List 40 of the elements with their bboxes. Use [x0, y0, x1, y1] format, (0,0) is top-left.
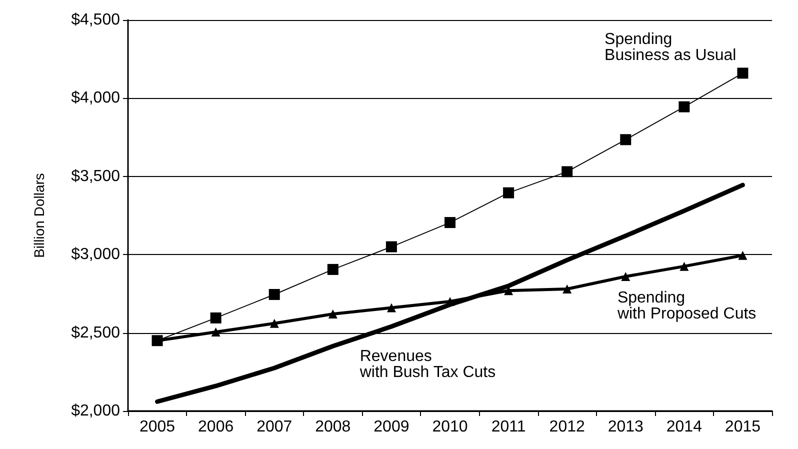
point — [327, 264, 338, 275]
series-label: Spending Business as Usual — [604, 31, 736, 64]
point — [328, 310, 338, 319]
point — [270, 318, 279, 328]
point — [678, 101, 690, 112]
x-tick-label: 2015 — [724, 418, 761, 436]
point — [620, 134, 632, 146]
point — [737, 68, 748, 79]
y-tick-label: $3,000 — [71, 246, 120, 264]
x-tick-label: 2007 — [256, 418, 292, 436]
x-tick-label: 2005 — [139, 418, 176, 436]
point — [268, 288, 280, 300]
series-label: Revenues with Bush Tax Cuts — [358, 348, 496, 381]
point — [562, 166, 573, 178]
point — [446, 297, 454, 306]
point — [444, 217, 456, 228]
series-label: Spending with Proposed Cuts — [616, 289, 756, 322]
point — [386, 303, 396, 312]
y-tick-label: $4,500 — [71, 12, 120, 28]
x-tick-label: 2014 — [666, 418, 702, 436]
x-tick-label: 2012 — [549, 418, 585, 436]
y-tick-label: $2,500 — [71, 324, 120, 342]
x-tick-label: 2011 — [491, 418, 526, 436]
y-tick-label: $4,000 — [71, 90, 120, 107]
x-tick-label: 2008 — [315, 418, 351, 436]
x-tick-label: 2013 — [608, 418, 644, 436]
y-tick-label: $3,500 — [71, 168, 120, 185]
y-axis-title: Billion Dollars — [31, 173, 47, 258]
x-tick-label: 2009 — [374, 418, 410, 436]
point — [503, 187, 514, 198]
point — [210, 312, 222, 324]
y-tick-label: $2,000 — [71, 402, 120, 420]
point — [211, 328, 220, 337]
point — [621, 272, 630, 281]
point — [386, 241, 397, 252]
x-tick-label: 2006 — [198, 418, 234, 436]
point — [738, 250, 748, 260]
point — [680, 262, 689, 271]
x-tick-label: 2010 — [432, 418, 468, 436]
point — [562, 284, 572, 294]
